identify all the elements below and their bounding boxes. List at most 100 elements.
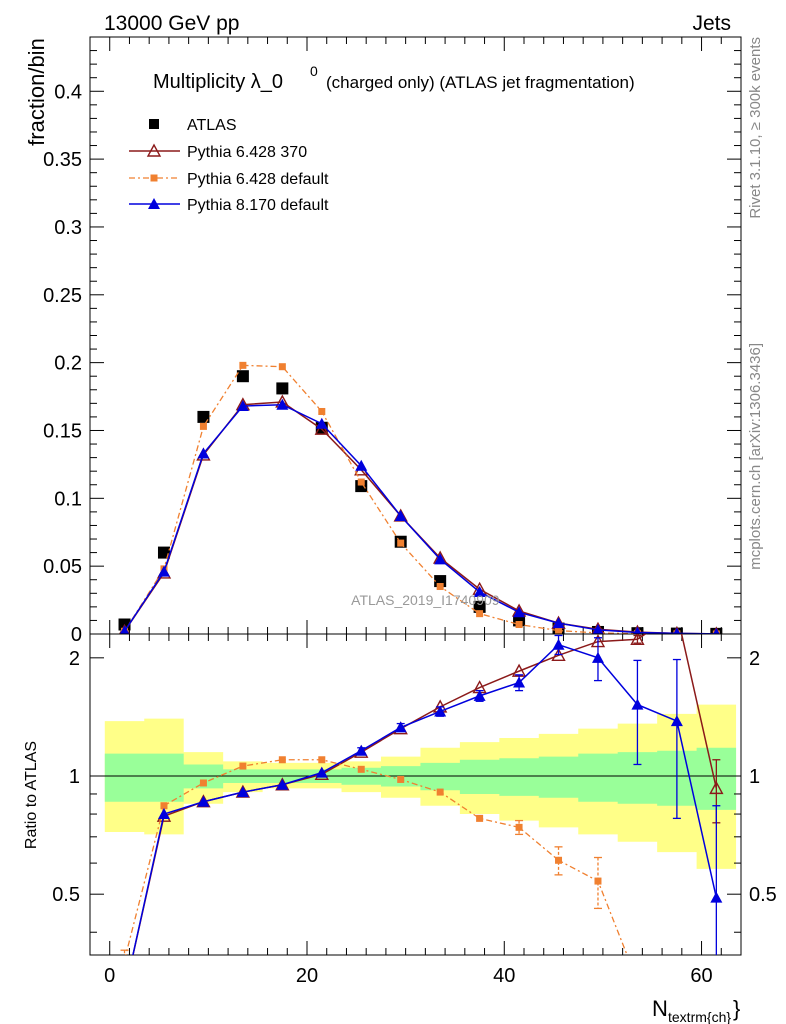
data-point	[355, 459, 368, 471]
ratio-data-point	[434, 705, 447, 717]
ratio-data-point	[239, 762, 247, 770]
x-axis-title: N textrm{ch} }	[652, 996, 740, 1024]
ratio-data-point	[552, 638, 565, 650]
main-y-tick-label: 0.3	[54, 217, 82, 239]
ratio-data-point	[397, 775, 405, 783]
data-point	[515, 621, 523, 629]
ratio-frame	[89, 633, 742, 956]
ratio-data	[119, 607, 724, 998]
data-point	[555, 627, 563, 634]
ratio-data-point	[631, 698, 644, 710]
data-point	[712, 627, 720, 634]
ratio-data-point	[357, 765, 365, 773]
ratio-y-tick-label-right: 2	[749, 648, 760, 670]
legend-marker	[149, 119, 159, 129]
ratio-y-tick-label: 2	[69, 648, 80, 670]
ratio-data-point	[315, 766, 328, 778]
series-pythia-8-170-default	[119, 398, 720, 634]
ratio-y-tick-label: 0.5	[52, 884, 80, 906]
main-y-tick-label: 0.35	[43, 149, 82, 171]
legend-item: Pythia 8.170 default	[129, 197, 329, 214]
data-point	[199, 422, 207, 430]
series-line	[123, 364, 717, 634]
data-point	[673, 627, 681, 634]
ratio-data-point	[197, 795, 210, 807]
ratio-data-point	[476, 814, 484, 822]
main-y-tick-label: 0	[71, 624, 82, 646]
ratio-data-point	[594, 877, 602, 885]
ratio-series-line	[132, 643, 718, 955]
legend-item: ATLAS	[149, 117, 237, 134]
main-y-tick-label: 0.05	[43, 556, 82, 578]
legend-label: ATLAS	[187, 117, 237, 134]
ratio-y-tick-label-right: 0.5	[749, 884, 777, 906]
ratio-y-axis-label: Ratio to ATLAS	[23, 741, 40, 849]
legend-label: Pythia 6.428 default	[187, 171, 329, 188]
x-axis-label-sub: textrm{ch}	[668, 1009, 731, 1024]
ratio-panel: 0.5 0.5 1 1 2 2	[52, 607, 777, 998]
data-point	[157, 546, 170, 559]
main-y-axis: 0 0.05 0.1 0.15 0.2 0.25 0.3 0.35 0.4	[43, 36, 741, 646]
ratio-data-point	[671, 607, 683, 618]
data-point	[239, 361, 247, 369]
main-panel: 00.050.10.150.20.250.30.350.40 20 40 60	[43, 36, 742, 987]
energy-label: 13000 GeV pp	[104, 12, 239, 35]
ratio-data-point	[436, 788, 444, 796]
watermark-label: ATLAS_2019_I1740909	[351, 592, 500, 608]
ratio-data-point	[119, 987, 131, 998]
ratio-y-tick-label-right: 1	[749, 766, 760, 788]
ratio-series-pythia-8-170-default	[132, 634, 723, 955]
main-y-tick-label: 0.1	[54, 488, 82, 510]
rivet-label: Rivet 3.1.10, ≥ 300k events	[747, 37, 764, 219]
data-point	[315, 417, 328, 429]
legend-marker	[150, 174, 158, 182]
ratio-data-point	[160, 802, 168, 810]
main-y-tick-label: 0.4	[54, 81, 82, 103]
data-point	[236, 400, 249, 412]
mcplots-label: mcplots.cern.ch [arXiv:1306.3436]	[747, 343, 764, 570]
data-point	[434, 553, 447, 565]
chart-title-suffix: (charged only) (ATLAS jet fragmentation)	[326, 73, 635, 92]
inner-uncertainty-band	[104, 747, 737, 810]
data-point	[552, 617, 565, 629]
ratio-series-pythia-6-428-default	[120, 756, 641, 985]
process-label: Jets	[692, 12, 731, 35]
data-point	[473, 585, 486, 597]
data-point	[513, 606, 526, 618]
data-point	[318, 407, 326, 415]
data-point	[197, 447, 210, 459]
ratio-data-point	[709, 780, 724, 795]
x-axis-label-main: N	[652, 996, 668, 1021]
data-point	[436, 583, 444, 591]
ratio-data-point	[199, 779, 207, 787]
main-y-tick-label: 0.15	[43, 420, 82, 442]
ratio-data-point	[473, 689, 486, 701]
data-point	[157, 565, 170, 577]
ratio-data-point	[670, 715, 683, 727]
legend-marker	[146, 143, 162, 157]
ratio-data-point	[710, 891, 723, 903]
main-y-tick-label: 0.2	[54, 353, 82, 375]
data-point	[633, 626, 642, 634]
x-tick-label: 0	[104, 965, 115, 987]
x-tick-label: 40	[493, 965, 515, 987]
ratio-data-point	[634, 978, 641, 985]
ratio-data-point	[278, 756, 286, 764]
uncertainty-bands	[104, 704, 737, 869]
ratio-data-point	[355, 744, 368, 756]
data-point	[276, 398, 289, 410]
data-point	[276, 382, 289, 395]
data-point	[197, 410, 210, 423]
data-point	[473, 600, 486, 613]
data-point	[476, 610, 484, 618]
ratio-data-point	[276, 778, 289, 790]
ratio-data-point	[121, 956, 128, 963]
x-tick-label: 20	[296, 965, 318, 987]
legend-item: Pythia 6.428 default	[129, 171, 329, 188]
ratio-data-point	[157, 808, 170, 820]
data-point	[278, 363, 286, 371]
ratio-y-tick-label: 1	[69, 766, 80, 788]
ratio-data-point	[394, 721, 407, 733]
series-line	[123, 403, 717, 634]
x-tick-label: 60	[690, 965, 712, 987]
